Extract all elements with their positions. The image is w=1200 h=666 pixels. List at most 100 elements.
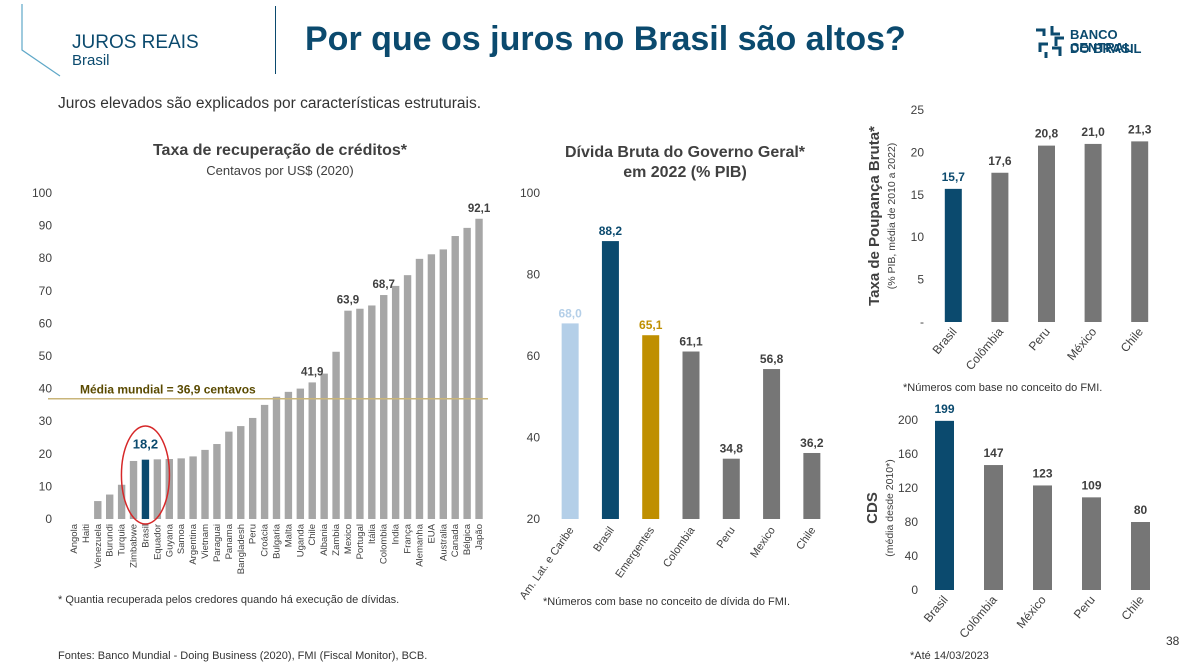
chart1-ytick: 60 (39, 316, 53, 330)
chart1-bar (237, 426, 245, 519)
chart4-xtick: Brasil (921, 593, 951, 625)
chart4-data-label: 80 (1134, 503, 1148, 517)
chart1-xtick: Portugal (355, 524, 366, 559)
chart2-ytick: 40 (527, 431, 541, 445)
chart2-xtick: Brasil (591, 525, 617, 554)
chart2-xtick: Am. Lat. e Caribe (518, 525, 577, 602)
chart2-data-label: 61,1 (679, 335, 703, 349)
chart1-bar (475, 218, 483, 519)
chart3-bar (1131, 141, 1149, 322)
chart1-bar (213, 444, 221, 519)
chart1-note: * Quantia recuperada pelos credores quan… (58, 594, 400, 606)
chart1-bar (391, 285, 400, 519)
chart1-reference-label: Média mundial = 36,9 centavos (80, 383, 256, 397)
logo-line-1: BANCO CENTRAL (1070, 27, 1133, 55)
chart1-xtick: Itália (367, 523, 378, 544)
chart2-bar (682, 351, 700, 519)
chart2-data-label: 34,8 (720, 442, 744, 456)
chart1-xtick: França (403, 523, 414, 553)
chart1-subtitle: Centavos por US$ (2020) (206, 163, 354, 178)
source-note: Fontes: Banco Mundial - Doing Business (… (58, 650, 428, 662)
chart4-data-label: 123 (1032, 466, 1052, 480)
chart1-ytick: 100 (32, 186, 52, 200)
chart1-xtick: Zimbabwe (129, 524, 140, 568)
chart1-bar (403, 275, 412, 519)
chart2-bar (722, 458, 740, 519)
chart1-highlight-circle (120, 425, 171, 525)
chart4-note: *Até 14/03/2023 (910, 650, 989, 662)
chart1-xtick: Japão (474, 524, 485, 550)
chart1-xtick: Zambia (331, 523, 342, 555)
chart2-xtick: Colombia (661, 524, 698, 570)
chart1-bar (344, 310, 352, 519)
chart1-xtick: EUA (426, 523, 437, 543)
chart3-ytick: 25 (911, 103, 925, 117)
chart1-ytick: 90 (39, 219, 53, 233)
chart4-ytick: 40 (905, 549, 919, 563)
chart1-xtick: Equador (152, 524, 163, 560)
chart1-bar (189, 456, 197, 519)
chart4-xtick: Chile (1118, 593, 1147, 623)
chart2-bar (642, 335, 660, 519)
chart1-bar (296, 388, 305, 519)
chart1-xtick: Angola (69, 523, 80, 553)
chart1-data-label: 63,9 (337, 295, 359, 307)
chart1-xtick: Haiti (81, 524, 92, 543)
chart1-bar (129, 460, 138, 519)
chart3-xtick: Chile (1118, 325, 1147, 355)
chart4-data-label: 199 (934, 402, 954, 416)
chart2-title-line2: em 2022 (% PIB) (623, 164, 747, 181)
chart4-bar (935, 420, 954, 590)
chart1-title: Taxa de recuperação de créditos* (152, 142, 408, 159)
chart1-bar (248, 417, 257, 519)
chart1-xtick: India (391, 523, 402, 544)
chart1-xtick: Burundi (105, 524, 116, 557)
chart2-ytick: 20 (527, 512, 541, 526)
bcb-logo: BANCO CENTRAL DO BRASIL (1032, 22, 1182, 62)
chart3-data-label: 15,7 (942, 170, 966, 184)
chart1-xtick: Turquia (117, 523, 128, 556)
chart3-ytick: 10 (911, 230, 925, 244)
chart3-ytick: 5 (917, 273, 924, 287)
chart3-xtick: Colômbia (963, 325, 1007, 373)
chart1-bar (201, 449, 209, 519)
chart3-note: *Números com base no conceito do FMI. (903, 382, 1103, 394)
chart1-bar (165, 459, 173, 519)
chart2-data-label: 68,0 (558, 306, 582, 320)
chart4-xtick: Peru (1071, 593, 1098, 621)
chart1-bar (463, 227, 471, 519)
chart1-xtick: Canada (450, 523, 461, 557)
chart2-ytick: 60 (527, 349, 541, 363)
chart1-ytick: 30 (39, 414, 53, 428)
chart2-xtick: Emergentes (613, 524, 657, 580)
chart1-data-label: 92,1 (468, 203, 491, 215)
chart3-ytick: 15 (911, 188, 925, 202)
chart1-bar (225, 431, 233, 519)
chart1-bar (415, 258, 424, 519)
chart3-bar (1038, 145, 1055, 322)
chart1-xtick: Argentina (188, 523, 199, 564)
chart1-xtick: Paraguai (212, 524, 223, 562)
header-accent (21, 4, 61, 77)
chart1-bar (451, 236, 459, 520)
logo-line-2: DO BRASIL (1070, 41, 1142, 56)
chart4-xtick: México (1014, 593, 1049, 631)
chart1-ytick: 20 (39, 447, 53, 461)
chart1-xtick: Australia (438, 523, 449, 561)
chart1-ytick: 0 (45, 512, 52, 526)
chart3-data-label: 17,6 (988, 154, 1012, 168)
chart1-bar (427, 254, 436, 519)
chart4-bar (1033, 485, 1052, 590)
bcb-logo-icon (1036, 26, 1064, 58)
header-divider (275, 6, 276, 74)
chart3-xtick: Peru (1026, 325, 1053, 353)
chart3-xtick: Brasil (930, 325, 960, 357)
chart1-xtick: Guyana (164, 523, 175, 557)
chart2-ytick: 100 (520, 186, 540, 200)
chart1-xtick: Mexico (343, 524, 354, 554)
chart2-bar (601, 241, 619, 519)
chart1-data-label: 18,2 (133, 437, 158, 452)
chart1-xtick: Croácia (260, 523, 271, 556)
chart3-ylabel: Taxa de Poupança Bruta* (866, 126, 883, 306)
